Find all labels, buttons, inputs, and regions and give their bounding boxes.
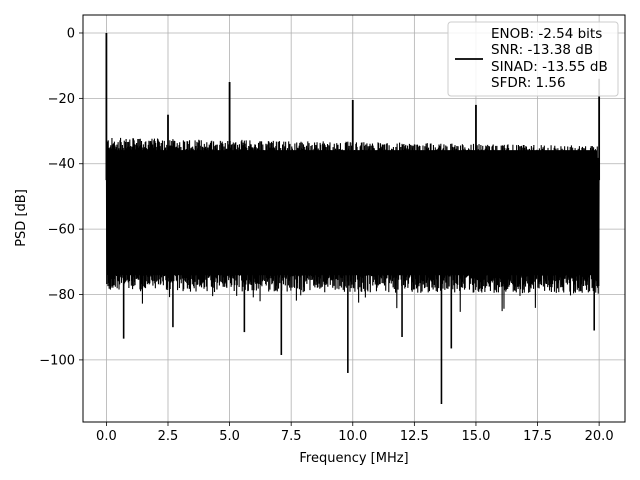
legend-box (447, 21, 619, 97)
legend: ENOB: -2.54 bits SNR: -13.38 dB SINAD: -… (447, 21, 619, 97)
legend-line-snr: SNR: -13.38 dB (491, 42, 593, 58)
x-tick-label: 10.0 (338, 429, 367, 444)
plot-layer (105, 32, 601, 405)
x-axis-ticks: 0.0 2.5 5.0 7.5 10.0 12.5 15.0 17.5 20.0 (96, 422, 614, 444)
x-tick-label: 2.5 (158, 429, 179, 444)
legend-line-enob: ENOB: -2.54 bits (491, 26, 602, 42)
y-tick-label: 0 (67, 26, 75, 41)
plot-frame (82, 14, 626, 423)
x-tick-label: 17.5 (523, 429, 552, 444)
y-axis-ticks: 0 −20 −40 −60 −80 −100 (39, 26, 83, 368)
y-tick-label: −100 (39, 353, 75, 368)
y-tick-label: −20 (48, 92, 75, 107)
y-axis-label: PSD [dB] (14, 189, 29, 247)
y-tick-label: −80 (48, 288, 75, 303)
legend-line-sinad: SINAD: -13.55 dB (491, 59, 608, 75)
x-axis-label: Frequency [MHz] (299, 451, 408, 466)
y-tick-label: −60 (48, 223, 75, 238)
x-tick-label: 12.5 (400, 429, 429, 444)
legend-line-sfdr: SFDR: 1.56 (491, 75, 566, 91)
x-tick-label: 5.0 (219, 429, 240, 444)
x-tick-label: 0.0 (96, 429, 117, 444)
x-tick-label: 15.0 (461, 429, 490, 444)
x-tick-label: 20.0 (585, 429, 614, 444)
y-tick-label: −40 (48, 157, 75, 172)
x-tick-label: 7.5 (281, 429, 302, 444)
